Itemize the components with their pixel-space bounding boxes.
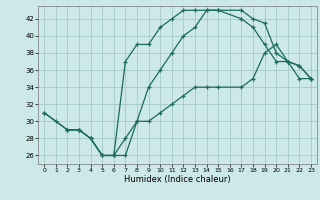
X-axis label: Humidex (Indice chaleur): Humidex (Indice chaleur) <box>124 175 231 184</box>
